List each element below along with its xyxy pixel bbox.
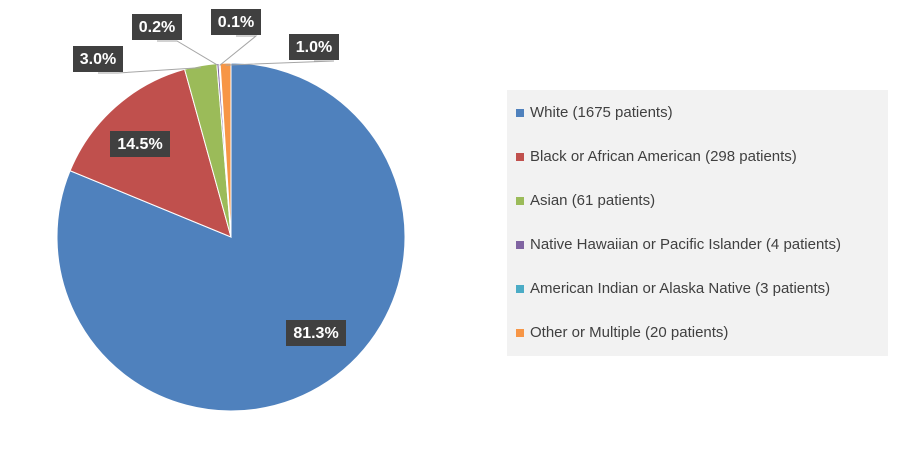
legend-swatch (516, 329, 524, 337)
data-label: 3.0% (80, 51, 116, 68)
legend-swatch (516, 197, 524, 205)
legend-label: Black or African American (298 patients) (530, 148, 797, 165)
data-label-box (211, 9, 261, 35)
legend-box (507, 90, 888, 356)
pie-slice (219, 62, 232, 238)
data-label-box (110, 131, 170, 157)
data-label: 81.3% (293, 325, 338, 342)
legend-label: American Indian or Alaska Native (3 pati… (530, 280, 830, 297)
legend-label: Other or Multiple (20 patients) (530, 324, 728, 341)
data-label-box (289, 34, 339, 60)
legend-swatch (516, 109, 524, 117)
data-label: 1.0% (296, 39, 332, 56)
legend-swatch (516, 153, 524, 161)
leader-line (157, 40, 219, 66)
data-label: 0.1% (218, 14, 254, 31)
data-label-box (286, 320, 346, 346)
legend-label: Native Hawaiian or Pacific Islander (4 p… (530, 236, 841, 253)
legend-label: White (1675 patients) (530, 104, 673, 121)
data-label-box (73, 46, 123, 72)
legend-swatch (516, 241, 524, 249)
leader-line (219, 35, 258, 66)
data-label: 14.5% (117, 136, 162, 153)
legend-swatch (516, 285, 524, 293)
data-label: 0.2% (139, 19, 175, 36)
leader-line (225, 60, 335, 66)
leader-line (98, 67, 201, 74)
legend-label: Asian (61 patients) (530, 192, 655, 209)
data-label-box (132, 14, 182, 40)
